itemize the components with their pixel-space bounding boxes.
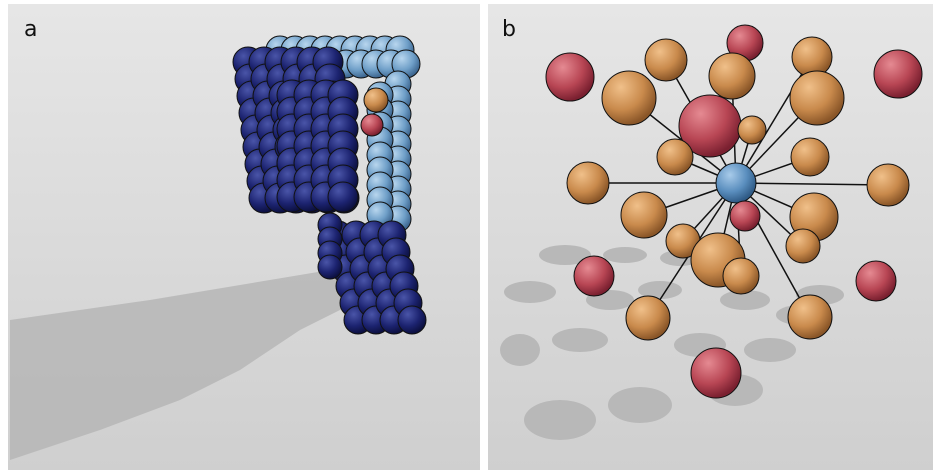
sphere bbox=[328, 182, 358, 212]
shadow bbox=[552, 328, 608, 352]
sphere bbox=[364, 88, 388, 112]
panel-label: a bbox=[24, 17, 37, 42]
figure: a b bbox=[0, 0, 933, 472]
sphere bbox=[738, 116, 766, 144]
sphere bbox=[574, 256, 614, 296]
shadow bbox=[608, 387, 672, 423]
page: a b (() => { const data = JSON.parse(doc… bbox=[0, 0, 933, 472]
sphere bbox=[790, 71, 844, 125]
shadow bbox=[500, 334, 540, 366]
shadow bbox=[504, 281, 556, 303]
sphere bbox=[361, 114, 383, 136]
sphere bbox=[730, 201, 760, 231]
sphere bbox=[867, 164, 909, 206]
sphere bbox=[786, 229, 820, 263]
sphere bbox=[709, 53, 755, 99]
sphere bbox=[691, 348, 741, 398]
sphere bbox=[621, 192, 667, 238]
sphere bbox=[856, 261, 896, 301]
sphere bbox=[645, 39, 687, 81]
sphere bbox=[602, 71, 656, 125]
sphere bbox=[874, 50, 922, 98]
shadow bbox=[603, 247, 647, 263]
shadow bbox=[524, 400, 596, 440]
sphere bbox=[791, 138, 829, 176]
sphere bbox=[626, 296, 670, 340]
panel-label: b bbox=[502, 17, 516, 42]
sphere bbox=[398, 306, 426, 334]
sphere bbox=[657, 139, 693, 175]
sphere bbox=[723, 258, 759, 294]
sphere bbox=[716, 163, 756, 203]
sphere bbox=[788, 295, 832, 339]
sphere bbox=[567, 162, 609, 204]
sphere bbox=[318, 255, 342, 279]
sphere bbox=[546, 53, 594, 101]
shadow bbox=[744, 338, 796, 362]
